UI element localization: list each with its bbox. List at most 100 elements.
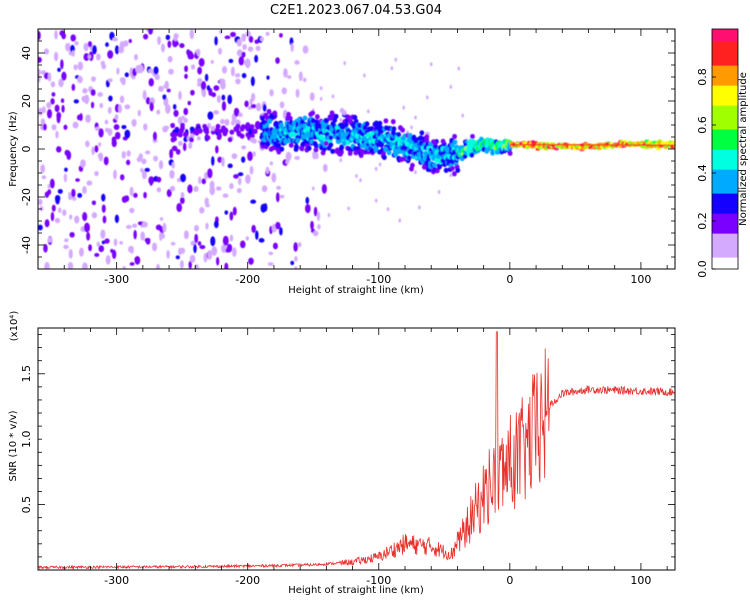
- spectrogram-cell: [242, 44, 247, 51]
- x-tick-label: -200: [235, 273, 260, 286]
- spectrogram-cell: [341, 110, 347, 116]
- x-tick-label: -200: [235, 574, 260, 587]
- spectrogram-cell: [59, 30, 65, 37]
- spectrogram-cell: [275, 192, 280, 203]
- spectrogram-cell: [461, 113, 464, 118]
- spectrogram-cell: [270, 145, 276, 151]
- spectrogram-cell: [188, 260, 192, 269]
- spectrogram-cell: [247, 151, 253, 162]
- spectrogram-cell: [167, 40, 172, 49]
- spectrogram-cell: [407, 132, 413, 139]
- colorbar: 0.0 0.2 0.4 0.6 0.8 Normalized spectral ampl…: [696, 28, 749, 278]
- spectrogram-cell: [271, 172, 277, 183]
- spectrogram-cell: [103, 156, 109, 166]
- spectrogram-cell: [352, 114, 358, 120]
- spectrogram-cell: [313, 143, 319, 149]
- spectrogram-cell: [339, 117, 343, 122]
- spectrogram-cell: [77, 75, 83, 84]
- spectrogram-cell: [221, 94, 226, 101]
- colorbar-step: [712, 37, 738, 42]
- spectrogram-cell: [200, 81, 207, 91]
- spectrogram-cell: [374, 198, 378, 203]
- spectrogram-cell: [74, 41, 79, 46]
- colorbar-step: [712, 149, 738, 154]
- spectrogram-cell: [86, 232, 91, 241]
- spectrogram-cell: [410, 162, 415, 168]
- spectrogram-cell: [259, 36, 264, 42]
- colorbar-step: [712, 33, 738, 38]
- spectrogram-cell: [309, 92, 315, 101]
- spectrogram-cell: [266, 75, 270, 80]
- spectrogram-cell: [85, 140, 90, 148]
- colorbar-step: [712, 133, 738, 138]
- spectrogram-cell: [187, 100, 192, 106]
- spectrogram-cell: [176, 202, 183, 213]
- spectrogram-cell: [47, 236, 53, 243]
- spectrogram-cell: [98, 245, 105, 253]
- spectrogram-cell: [343, 61, 347, 66]
- spectrogram-cell: [38, 56, 42, 63]
- colorbar-step: [712, 77, 738, 82]
- snr-xlabel: Height of straight line (km): [288, 585, 424, 596]
- spectrogram-cell: [177, 140, 183, 147]
- spectrogram-cell: [394, 57, 398, 62]
- spectrogram-cell: [201, 88, 207, 98]
- spectrogram-cell: [362, 125, 368, 131]
- spectrogram-cell: [128, 39, 132, 44]
- spectrogram-cell: [265, 31, 270, 36]
- spectrogram-cell: [240, 124, 246, 130]
- spectrogram-cell: [119, 95, 125, 104]
- spectrogram-cell: [148, 68, 154, 74]
- spectrogram-cell: [207, 168, 213, 179]
- colorbar-step: [712, 265, 738, 270]
- spectrogram-cell: [163, 125, 170, 130]
- spectrogram-cell: [41, 175, 47, 180]
- spectrogram-cell: [125, 224, 132, 229]
- spectrogram-cell: [180, 173, 186, 183]
- colorbar-step: [712, 181, 738, 186]
- spectrogram-cell: [55, 195, 60, 205]
- spectrogram-cell: [169, 185, 176, 192]
- spectrogram-cell: [63, 173, 68, 183]
- y-tick-label: 1.5: [20, 365, 33, 383]
- spectrogram-cell: [134, 256, 140, 261]
- spectrogram-cell: [207, 250, 213, 260]
- spectrogram-cell: [248, 35, 254, 43]
- spectrogram-cell: [235, 123, 241, 129]
- spectrogram-cell: [63, 244, 69, 250]
- spectrogram-cell: [210, 125, 216, 132]
- spectrogram-cell: [197, 66, 202, 75]
- spectrogram-cell: [281, 87, 287, 95]
- spectrogram-cell: [275, 143, 280, 149]
- colorbar-step: [712, 213, 738, 218]
- spectrogram-cell: [232, 206, 237, 216]
- spectrogram-cell: [138, 153, 143, 160]
- spectrogram-cell: [249, 133, 255, 139]
- spectrogram-cell: [406, 155, 412, 161]
- spectrogram-cell: [443, 167, 449, 173]
- colorbar-step: [712, 205, 738, 210]
- spectrogram-cell: [118, 45, 125, 54]
- colorbar-step: [712, 65, 738, 70]
- spectrogram-cell: [312, 150, 317, 160]
- colorbar-ticks: 0.0 0.2 0.4 0.6 0.8: [696, 68, 716, 278]
- spectrogram-cell: [149, 101, 154, 112]
- spectrogram-cell: [50, 211, 55, 222]
- colorbar-step: [712, 101, 738, 106]
- spectrogram-cell: [455, 167, 461, 173]
- colorbar-step: [712, 41, 738, 46]
- spectrogram-cell: [378, 162, 382, 167]
- spectrogram-cell: [91, 200, 97, 206]
- spectrogram-cell: [118, 104, 122, 114]
- snr-multiplier: (x10⁴): [9, 311, 20, 342]
- spectrogram-cell: [189, 137, 194, 143]
- snr-frame: [37, 327, 676, 571]
- spectrogram-cell: [286, 111, 291, 117]
- spectrogram-cell: [167, 55, 173, 63]
- spectrogram-cell: [364, 121, 370, 127]
- snr-panel: -300 -200 -100 0 100 0.5 1.0 1.5 Height of stra…: [8, 311, 676, 596]
- spectrogram-cell: [279, 101, 285, 109]
- spectrogram-cell: [328, 142, 334, 148]
- spectrogram-cell: [87, 54, 92, 60]
